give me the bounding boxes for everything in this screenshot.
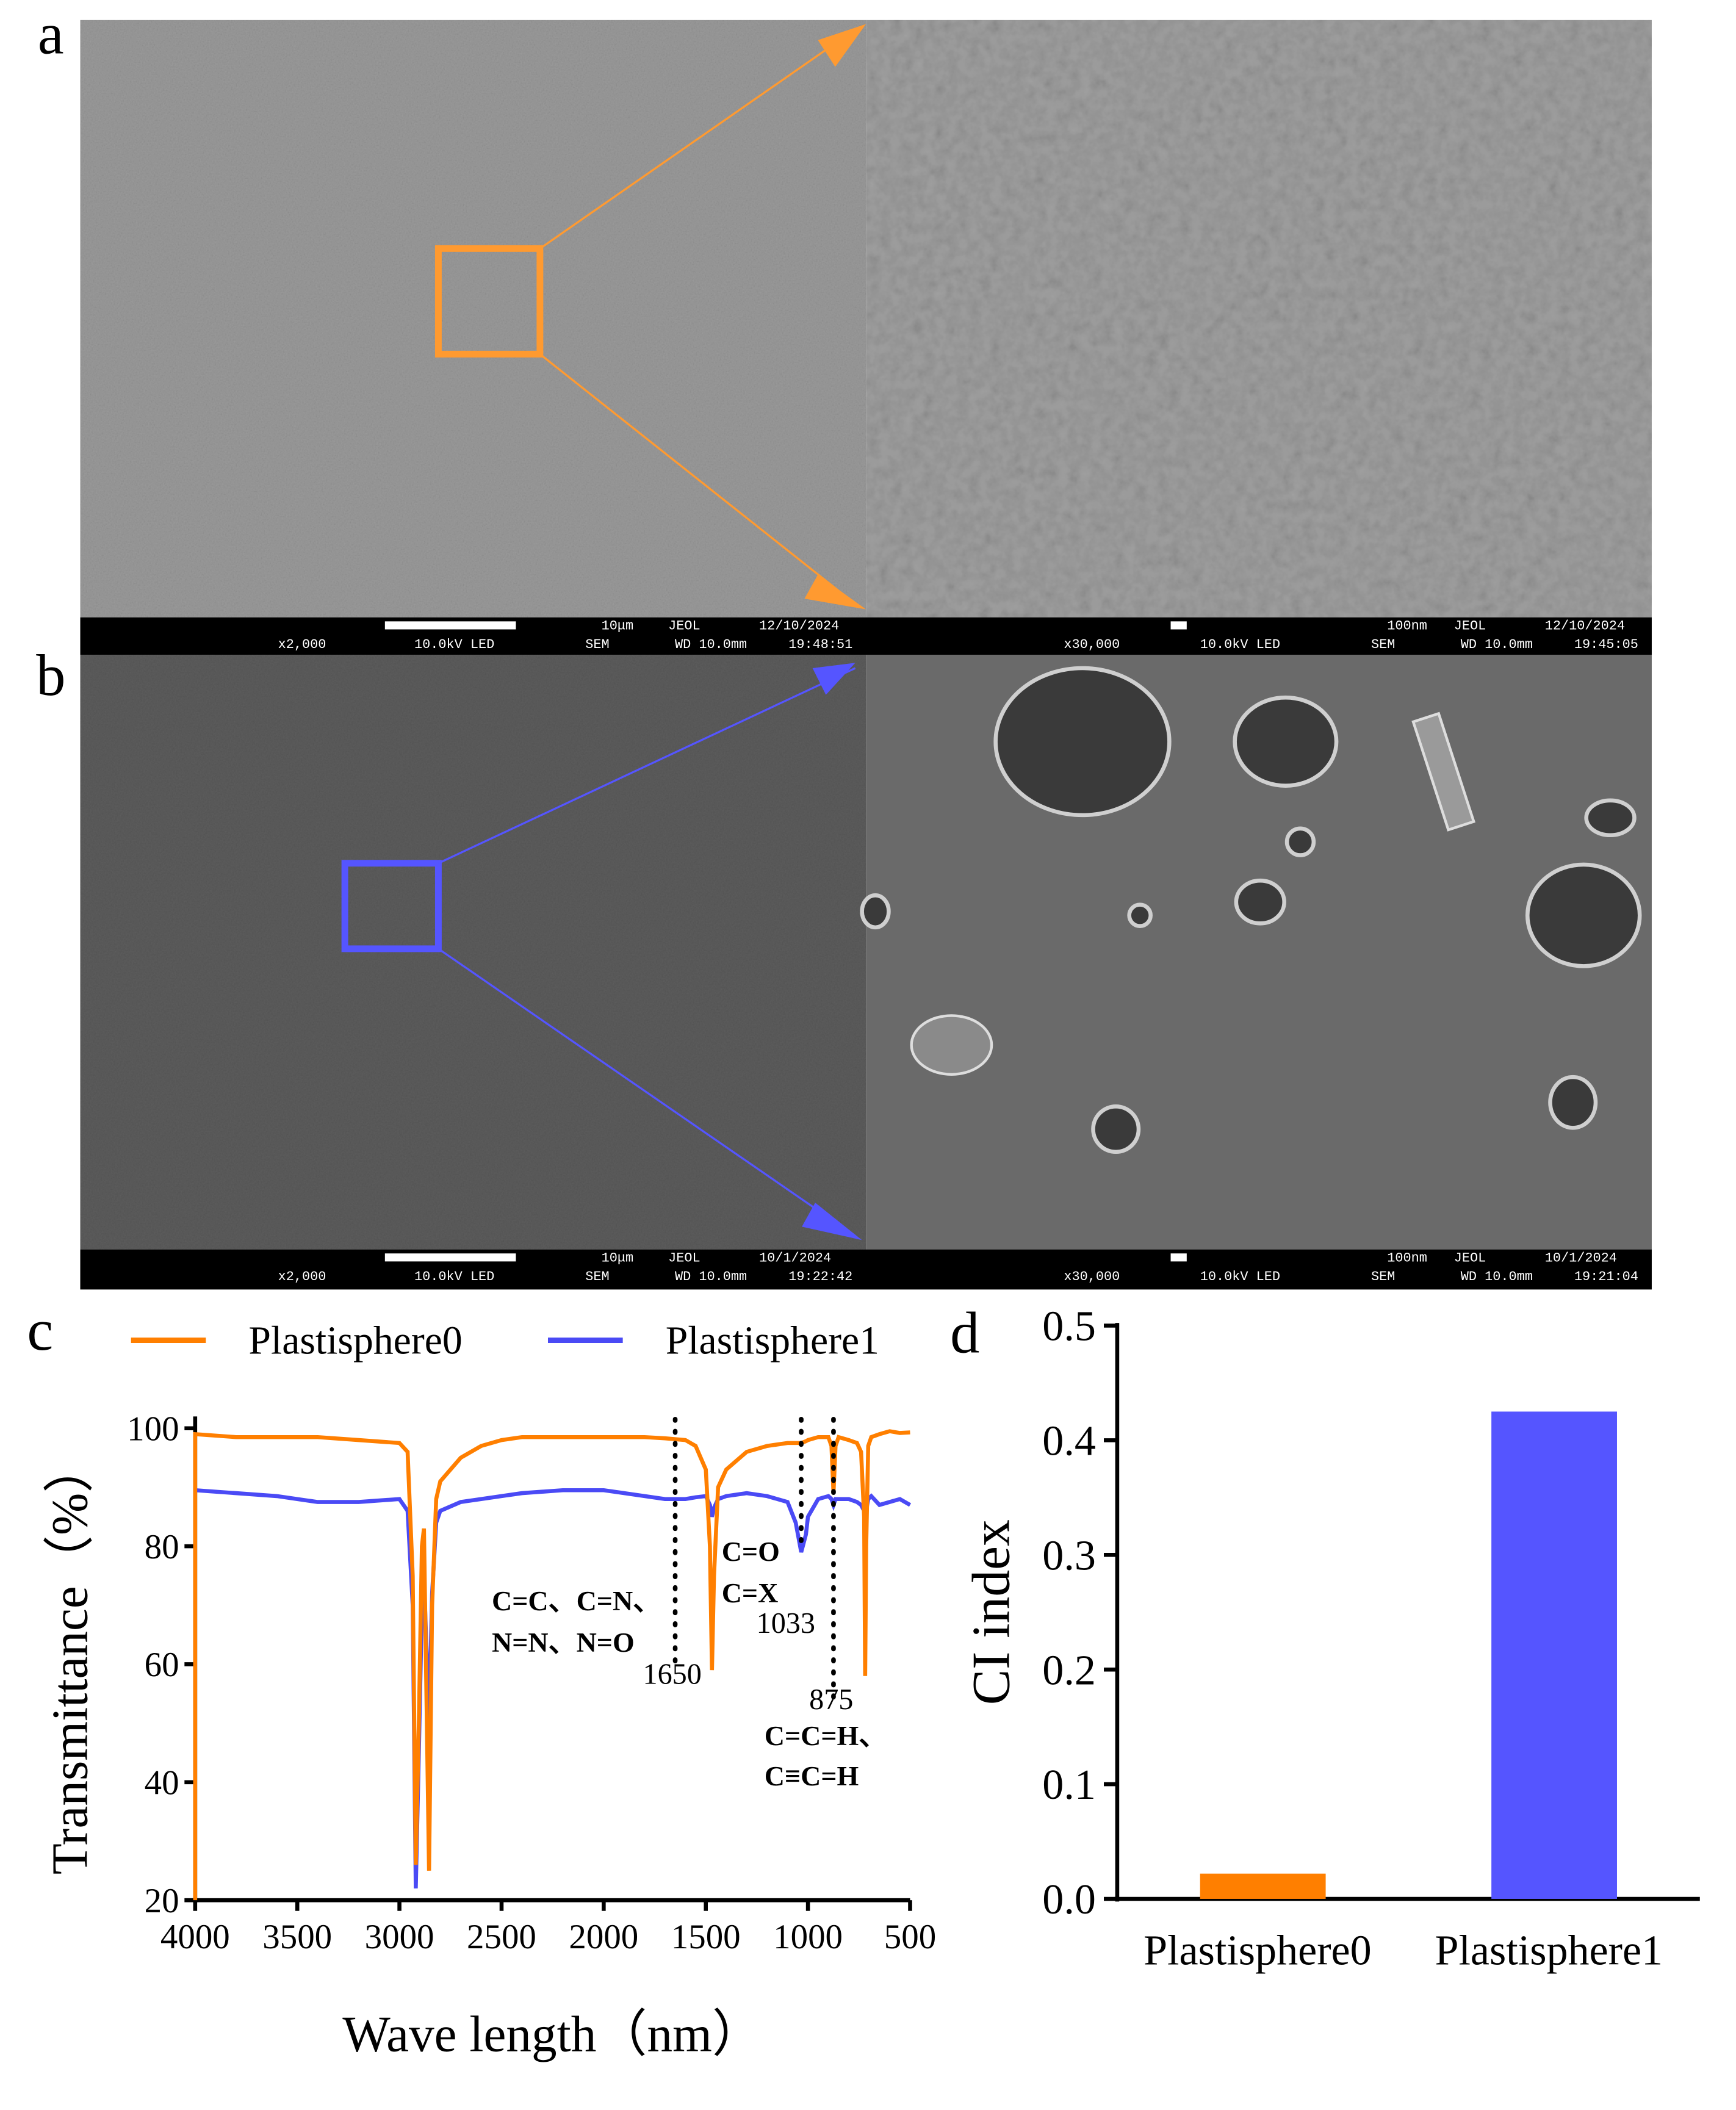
y-tick-label: 0.3	[1042, 1532, 1096, 1579]
sem-info: 19:48:51	[788, 637, 852, 652]
zoom-line	[539, 353, 856, 605]
sem-info: 19:45:05	[1574, 637, 1638, 652]
sem-info: 10.0kV LED	[414, 1269, 494, 1284]
sem-info: x30,000	[1064, 637, 1120, 652]
arrow-head	[802, 1202, 862, 1240]
x-tick-label: 1500	[671, 1918, 741, 1956]
x-tick-label: Plastisphere1	[1435, 1927, 1663, 1974]
x-tick-label: 2500	[467, 1918, 536, 1956]
scale-bar	[384, 1253, 516, 1262]
pores	[860, 666, 1642, 1154]
line-series	[193, 1429, 910, 1901]
sem-image	[80, 655, 866, 1250]
info-bar	[80, 1249, 1652, 1290]
sem-info: SEM	[585, 637, 609, 652]
arrow-head	[804, 574, 866, 610]
sem-info: SEM	[1371, 637, 1395, 652]
y-axis-label: CI index	[962, 1519, 1021, 1705]
panel-label: c	[27, 1297, 53, 1363]
y-axis-label: Transmittance（%）	[41, 1442, 98, 1874]
sem-image	[866, 20, 1652, 618]
sem-info: 10μm	[602, 1250, 634, 1266]
marker-label: 1650	[643, 1658, 702, 1690]
sem-info: 12/10/2024	[759, 618, 839, 633]
arrow-head	[818, 24, 866, 67]
y-tick-label: 0.5	[1042, 1303, 1096, 1350]
scale-bar	[384, 621, 516, 630]
sem-info: 19:22:42	[788, 1269, 852, 1284]
sem-info: JEOL	[668, 1250, 701, 1266]
x-tick-label: 4000	[160, 1918, 230, 1956]
sem-info: 19:21:04	[1574, 1269, 1638, 1284]
sem-info: 10.0kV LED	[1200, 637, 1280, 652]
x-tick-label: 3000	[365, 1918, 434, 1956]
sem-info: SEM	[585, 1269, 609, 1284]
annotation: N=N、N=O	[492, 1627, 635, 1658]
scale-bar	[1170, 1253, 1187, 1262]
sem-info: JEOL	[1454, 618, 1486, 633]
panel-label: b	[36, 643, 65, 708]
annotation: C≡C=H	[765, 1760, 859, 1791]
x-tick-label: 3500	[262, 1918, 332, 1956]
y-tick-label: 0.2	[1042, 1647, 1096, 1694]
particle	[910, 1014, 993, 1076]
sem-info: 10/1/2024	[759, 1250, 831, 1266]
x-tick-label: 500	[884, 1918, 936, 1956]
annotation: C=C、C=N、	[492, 1585, 661, 1616]
sem-info: JEOL	[1454, 1250, 1486, 1266]
marker-label: 875	[809, 1683, 853, 1716]
y-tick-label: 60	[145, 1646, 179, 1684]
legend-label: Plastisphere0	[248, 1318, 462, 1363]
sem-info: 10.0kV LED	[1200, 1269, 1280, 1284]
bar	[1200, 1873, 1326, 1899]
y-tick-label: 100	[127, 1410, 179, 1448]
y-tick-label: 0.4	[1042, 1417, 1096, 1464]
scale-bar	[1170, 621, 1187, 630]
sem-info: 12/10/2024	[1545, 618, 1625, 633]
legend-label: Plastisphere1	[666, 1318, 879, 1363]
x-axis-label: Wave length（nm）	[342, 2006, 763, 2062]
y-tick-label: 80	[145, 1528, 179, 1566]
zoom-box	[434, 245, 544, 358]
panel-label: a	[38, 1, 64, 67]
sem-info: x30,000	[1064, 1269, 1120, 1284]
sem-images	[80, 20, 1652, 1290]
sem-info: x2,000	[278, 1269, 326, 1284]
sem-info: 10.0kV LED	[414, 637, 494, 652]
line-series	[195, 1488, 912, 1889]
info-bar	[80, 617, 1652, 655]
sem-image	[80, 20, 866, 618]
y-tick-label: 20	[145, 1882, 179, 1920]
annotation: C=X	[722, 1577, 779, 1608]
x-tick-label: 1000	[773, 1918, 843, 1956]
zoom-line	[438, 948, 856, 1237]
sem-info: SEM	[1371, 1269, 1395, 1284]
particle	[1411, 711, 1475, 832]
y-tick-label: 0.1	[1042, 1762, 1096, 1809]
sem-info: x2,000	[278, 637, 326, 652]
sem-info: 100nm	[1387, 618, 1427, 633]
sem-info: WD 10.0mm	[675, 637, 747, 652]
panel-label: d	[950, 1300, 979, 1365]
arrow-head	[812, 663, 855, 695]
y-tick-label: 0.0	[1042, 1876, 1096, 1923]
sem-info: 10/1/2024	[1545, 1250, 1617, 1266]
bar	[1491, 1411, 1617, 1899]
y-tick-label: 40	[145, 1764, 179, 1802]
sem-info: JEOL	[668, 618, 701, 633]
sem-info: 100nm	[1387, 1250, 1427, 1266]
x-tick-label: 2000	[569, 1918, 638, 1956]
sem-info: WD 10.0mm	[1461, 637, 1533, 652]
sem-info: WD 10.0mm	[675, 1269, 747, 1284]
sem-info: WD 10.0mm	[1461, 1269, 1533, 1284]
sem-info: 10μm	[602, 618, 634, 633]
marker-label: 1033	[757, 1607, 815, 1640]
annotation: C=O	[722, 1536, 780, 1567]
zoom-line	[539, 28, 856, 250]
annotation: C=C=H、	[765, 1720, 887, 1751]
zoom-box	[341, 860, 442, 952]
zoom-line	[438, 667, 856, 865]
x-tick-label: Plastisphere0	[1144, 1927, 1372, 1974]
